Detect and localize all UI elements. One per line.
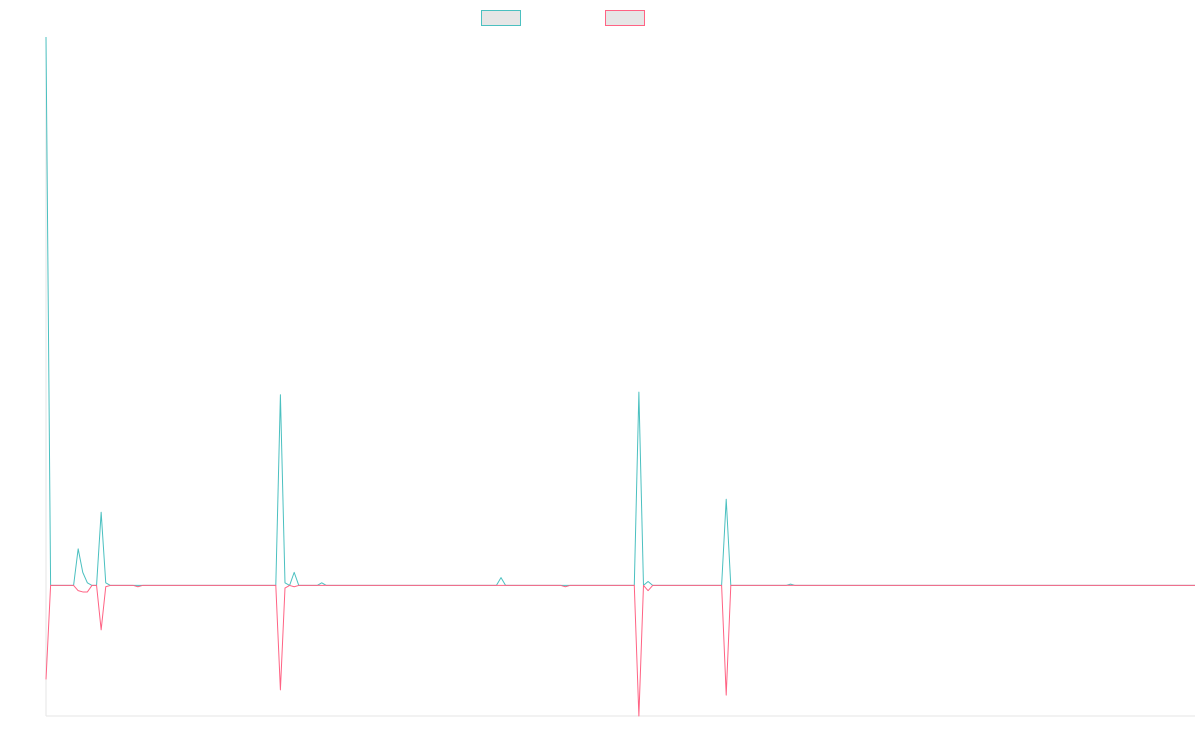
series-line-2 (45, 584, 1195, 717)
series-line-1 (45, 36, 1195, 586)
series-group (45, 36, 1195, 717)
legend-swatch-2 (605, 10, 645, 26)
legend (481, 10, 645, 26)
axes (45, 37, 1195, 717)
legend-swatch-1 (481, 10, 521, 26)
